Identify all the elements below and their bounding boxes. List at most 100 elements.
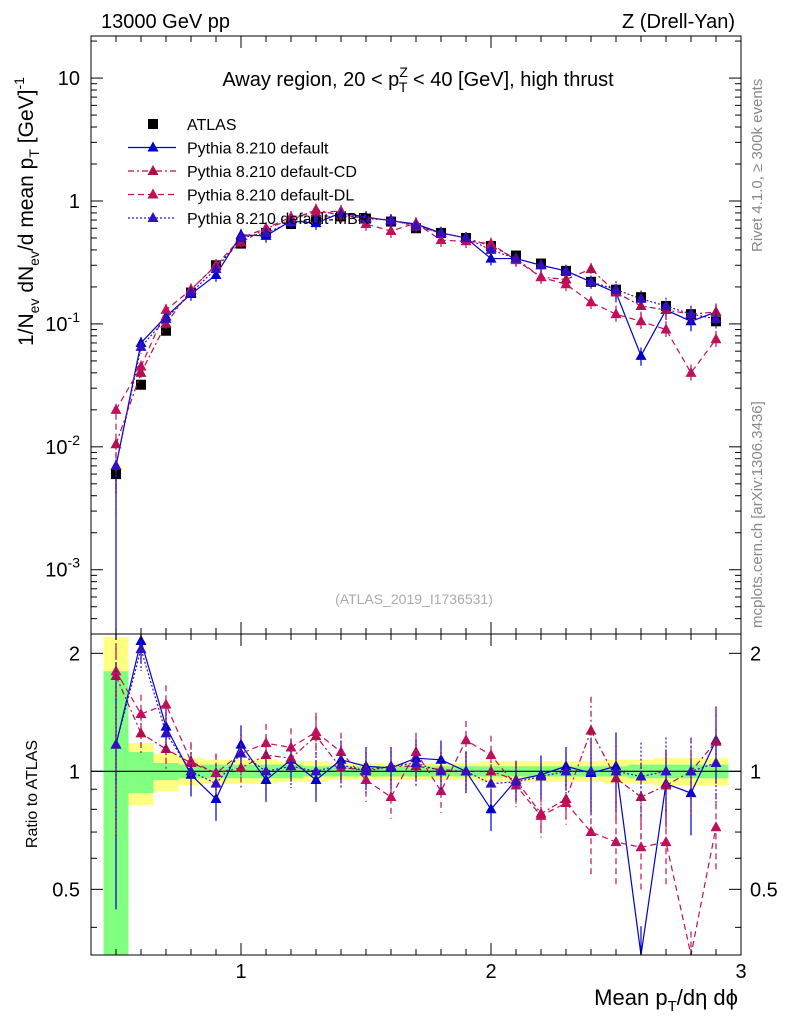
ratio-point [660,836,672,847]
ratio-series-line [115,670,717,956]
ratio-point [260,737,272,748]
series-line [115,213,717,466]
mc-point [385,214,397,225]
ratio-point [385,760,397,771]
main-title: Away region, 20 < pZ T < 40 [GeV], high t… [222,64,614,95]
legend-marker [147,165,159,175]
mc-point [635,349,647,360]
main-y-tick-label: 1 [69,191,80,213]
ratio-point [585,765,597,776]
mc-point [710,333,722,344]
ratio-point [310,725,322,736]
x-tick-label: 3 [735,961,746,983]
ratio-point [185,765,197,776]
ratio-point [485,749,497,760]
ratio-y-tick-label: 2 [69,643,80,665]
ratio-point [560,797,572,808]
mc-point [485,252,497,263]
mc-point [635,315,647,326]
mcplots-label: mcplots.cern.ch [arXiv:1306.3436] [749,401,766,628]
mc-point [160,303,172,314]
ratio-point [685,765,697,776]
ratio-point [310,774,322,785]
ratio-point [435,785,447,796]
ratio-point [585,724,597,735]
mc-point [110,403,122,414]
header-right: Z (Drell-Yan) [622,11,735,33]
mc-point [160,312,172,323]
ratio-point [310,765,322,776]
ratio-point [135,643,147,654]
legend-marker [147,188,159,199]
mc-point [135,360,147,371]
ratio-series-pythia-8-210-default-dl [110,634,722,956]
ratio-point [710,757,722,768]
mc-point [260,226,272,237]
ratio-point [410,746,422,757]
ratio-point [410,757,422,768]
ratio-series-pythia-8-210-default-mbr [110,634,722,910]
data-point [136,379,146,390]
mc-point [185,286,197,297]
series-line [115,209,717,445]
ratio-point [285,752,297,763]
ratio-y-tick-label-right: 0.5 [750,879,778,901]
series-pythia-8-210-default [110,206,722,634]
ratio-point [685,787,697,798]
mc-point [585,262,597,273]
mc-point [585,275,597,286]
mc-point [310,206,322,217]
ratio-point [485,777,497,788]
ratio-point [135,708,147,719]
ratio-point [110,665,122,676]
legend-label: Pythia 8.210 default [187,141,329,158]
mc-point [635,292,647,303]
ratio-series-pythia-8-210-default [110,634,722,956]
series-line [115,212,717,466]
series-pythia-8-210-default-dl [110,204,722,459]
ratio-point [460,734,472,745]
ratio-y-tick-label-right: 1 [750,761,761,783]
ratio-y-tick-label: 0.5 [52,879,80,901]
ratio-point [610,772,622,783]
mc-point [360,212,372,223]
mc-point [460,231,472,242]
legend-label: ATLAS [187,117,237,134]
ratio-y-axis-label: Ratio to ATLAS [24,740,41,848]
mc-point [235,231,247,242]
header-left: 13000 GeV pp [101,11,230,33]
ratio-point [610,836,622,847]
ratio-point [360,774,372,785]
ratio-point [335,758,347,769]
ratio-point [360,765,372,776]
mc-point [635,299,647,310]
ratio-point [660,765,672,776]
ratio-point [160,698,172,709]
x-tick-label: 2 [485,961,496,983]
ratio-point [135,727,147,738]
series-pythia-8-210-default-cd [110,203,722,494]
ratio-point [160,727,172,738]
legend-label: Pythia 8.210 default-DL [187,188,354,205]
ratio-point [635,841,647,852]
legend-item: Pythia 8.210 default-CD [128,164,357,181]
uncertainty-band-green [128,752,154,794]
legend: ATLAS Pythia 8.210 default Pythia 8.210 de… [128,117,369,228]
mc-point [285,211,297,222]
rivet-label: Rivet 4.1.0, ≥ 300k events [749,79,766,252]
ratio-point [435,765,447,776]
ratio-point [285,760,297,771]
legend-label: Pythia 8.210 default-MBR [187,211,369,228]
main-y-tick-label: 10-3 [45,555,80,582]
ratio-point [210,777,222,788]
legend-item: Pythia 8.210 default-DL [128,188,354,205]
main-y-axis-label: 1/Nev dNev/d mean pT [GeV]-1 [11,77,42,346]
ratio-point [285,741,297,752]
legend-marker [148,119,158,129]
mc-point [660,323,672,334]
mc-point [160,317,172,328]
series-pythia-8-210-default-mbr [110,208,722,515]
mc-point [485,243,497,254]
ratio-point [110,738,122,749]
